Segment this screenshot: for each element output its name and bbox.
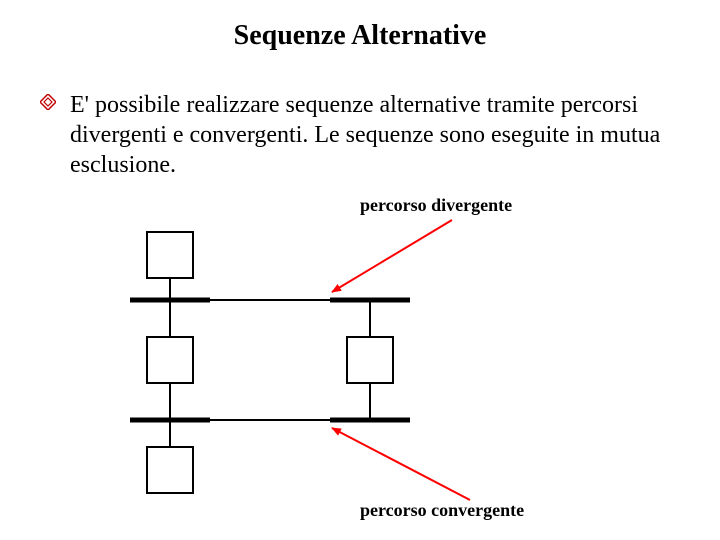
step-box — [147, 337, 193, 383]
step-box — [147, 447, 193, 493]
sequence-diagram — [0, 0, 720, 540]
step-box — [347, 337, 393, 383]
arrow-convergente — [332, 428, 470, 500]
arrow-divergente — [332, 220, 452, 292]
step-box — [147, 232, 193, 278]
